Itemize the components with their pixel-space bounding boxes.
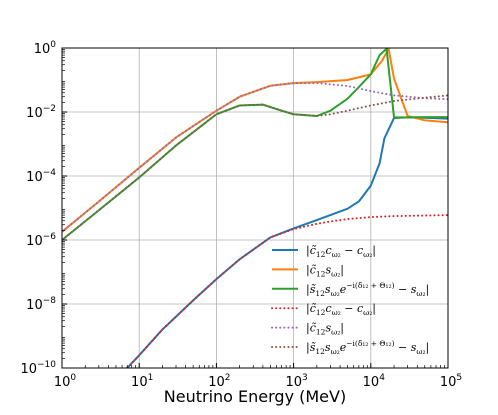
- y-tick-label: 10−4: [26, 168, 56, 185]
- axis-ticks: 100 101 102 103 104 105 10−10 10−8 10−6 10−4 10−2 1…: [20, 40, 462, 390]
- series-layer: [62, 48, 448, 368]
- y-tick-label: 10−6: [26, 232, 56, 249]
- x-tick-label: 105: [440, 373, 462, 390]
- y-tick-label: 10−8: [26, 296, 56, 313]
- legend-label-6: |s̃12sω₂e−i(δ̃₁₂ + Θ₁₂) − sω₂|: [306, 339, 429, 356]
- legend-label-4: |c̃12cω₂ − cω₂|: [306, 302, 376, 317]
- x-tick-label: 102: [208, 373, 230, 390]
- y-tick-label: 10−2: [26, 104, 56, 121]
- plot-frame: [61, 47, 449, 369]
- legend-label-3: |s̃12sω₂e−i(δ̃₁₂ + Θ₁₂) − sω₂|: [306, 281, 429, 298]
- legend-label-1: |c̃12cω₂ − cω₂|: [306, 244, 376, 259]
- x-tick-label: 100: [54, 373, 77, 390]
- series-line-5: [62, 82, 448, 233]
- x-tick-label: 101: [131, 373, 153, 390]
- series-line-6: [62, 94, 448, 241]
- x-axis-title: Neutrino Energy (MeV): [164, 387, 346, 406]
- grid: [61, 47, 449, 369]
- y-tick-label: 10−10: [20, 360, 56, 377]
- y-tick-label: 100: [34, 40, 57, 57]
- x-tick-label: 103: [285, 373, 307, 390]
- series-line-4: [126, 214, 448, 368]
- x-tick-label: 104: [363, 373, 386, 390]
- legend: |c̃12cω₂ − cω₂| |c̃12sω₂| |s̃12sω₂e−i(δ̃₁₂…: [271, 244, 429, 356]
- legend-label-2: |c̃12sω₂|: [306, 263, 344, 278]
- legend-label-5: |c̃12sω₂|: [306, 322, 344, 337]
